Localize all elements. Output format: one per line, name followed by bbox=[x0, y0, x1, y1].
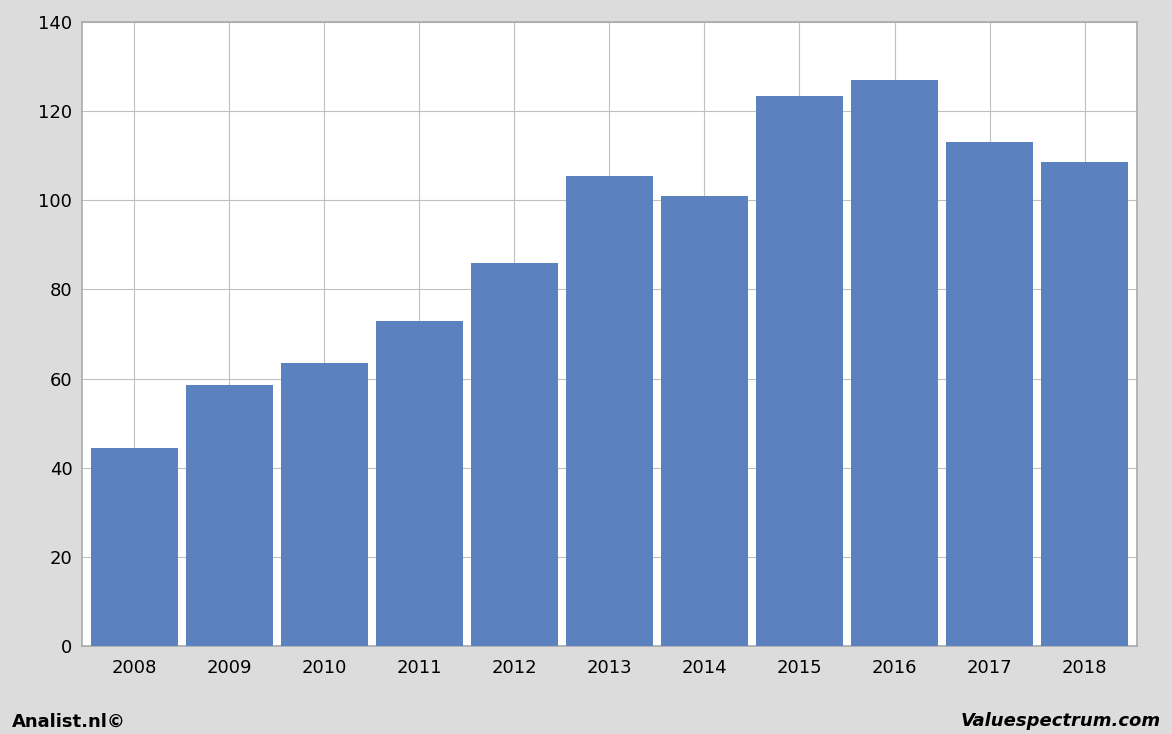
Bar bbox=[756, 95, 843, 646]
Bar bbox=[90, 448, 178, 646]
Bar bbox=[661, 196, 748, 646]
Text: Valuespectrum.com: Valuespectrum.com bbox=[960, 712, 1160, 730]
Bar bbox=[1041, 162, 1129, 646]
Bar bbox=[280, 363, 368, 646]
Bar bbox=[185, 385, 273, 646]
Bar bbox=[851, 80, 939, 646]
Bar bbox=[376, 321, 463, 646]
Bar bbox=[566, 175, 653, 646]
Bar bbox=[471, 263, 558, 646]
Bar bbox=[946, 142, 1034, 646]
Text: Analist.nl©: Analist.nl© bbox=[12, 712, 125, 730]
